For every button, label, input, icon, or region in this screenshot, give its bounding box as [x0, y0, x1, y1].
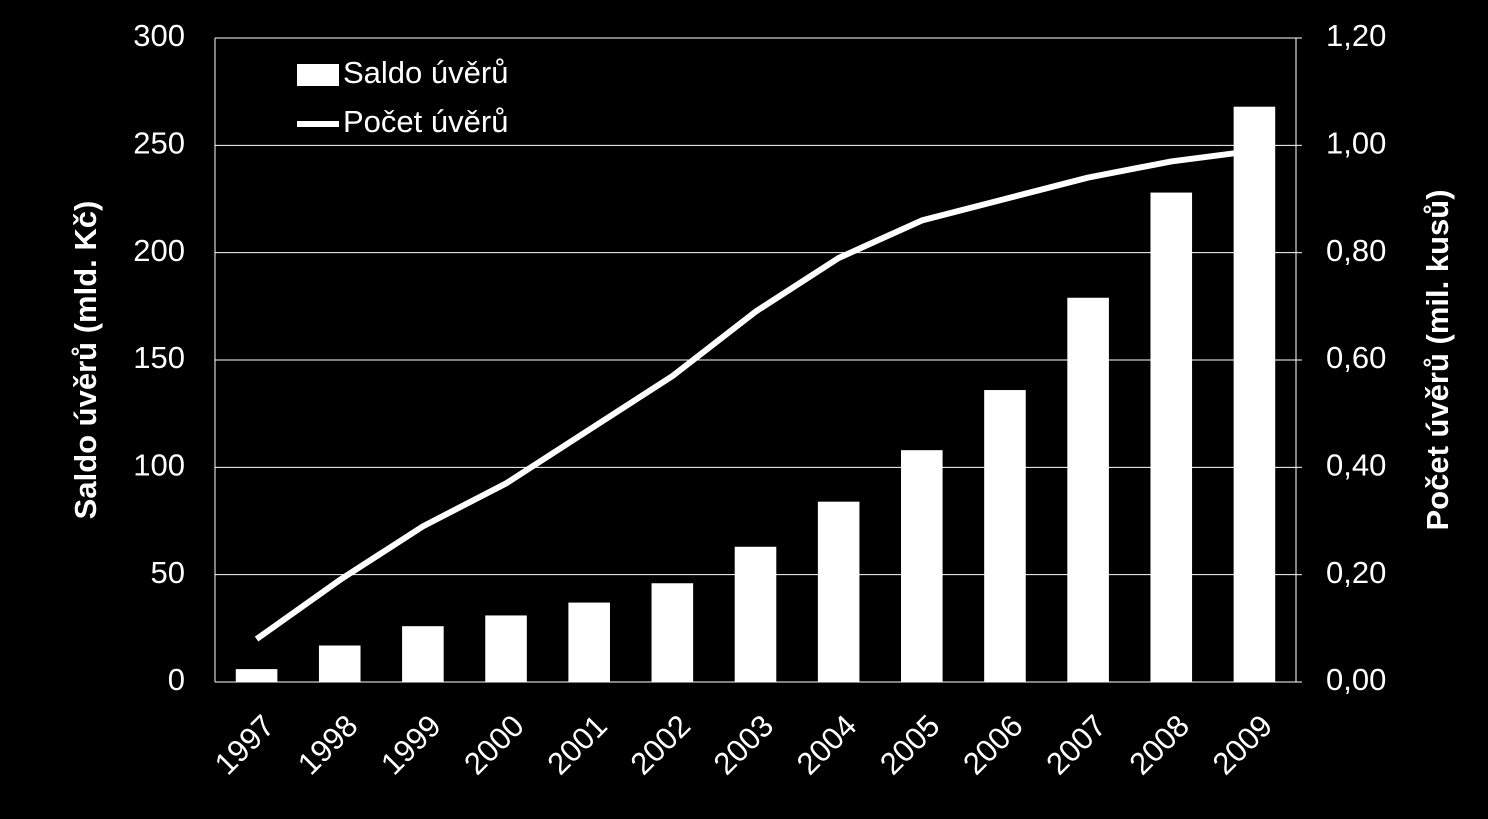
- y2-tick-label: 0,80: [1326, 233, 1386, 268]
- bar: [817, 501, 860, 682]
- y2-axis-title: Počet úvěrů (mil. kusů): [1420, 189, 1455, 530]
- y-tick-label: 300: [133, 18, 185, 53]
- legend-label: Počet úvěrů: [343, 104, 508, 139]
- y-tick-label: 150: [133, 340, 185, 375]
- bar: [318, 645, 361, 682]
- bar: [235, 669, 278, 682]
- y2-tick-label: 0,00: [1326, 662, 1386, 697]
- bar: [402, 626, 444, 682]
- y2-tick-label: 0,40: [1326, 448, 1386, 483]
- legend-swatch: [297, 64, 339, 86]
- bar: [651, 583, 694, 682]
- y2-tick-label: 0,60: [1326, 340, 1386, 375]
- bar: [984, 390, 1026, 682]
- bar: [1150, 192, 1193, 682]
- y-tick-label: 0: [168, 662, 185, 697]
- y-tick-label: 50: [151, 555, 185, 590]
- bar: [1067, 297, 1109, 682]
- legend-label: Saldo úvěrů: [343, 55, 508, 90]
- bar: [485, 615, 527, 682]
- bar: [734, 546, 777, 682]
- y2-tick-label: 1,20: [1326, 18, 1386, 53]
- y-tick-label: 250: [133, 126, 185, 161]
- y2-tick-label: 1,00: [1326, 126, 1386, 161]
- y-tick-label: 200: [133, 233, 185, 268]
- y2-tick-label: 0,20: [1326, 555, 1386, 590]
- y-axis-title: Saldo úvěrů (mld. Kč): [68, 201, 103, 520]
- bar: [568, 602, 610, 682]
- bar: [901, 450, 943, 682]
- bar: [1233, 106, 1276, 682]
- y-tick-label: 100: [133, 448, 185, 483]
- line: [254, 147, 1255, 642]
